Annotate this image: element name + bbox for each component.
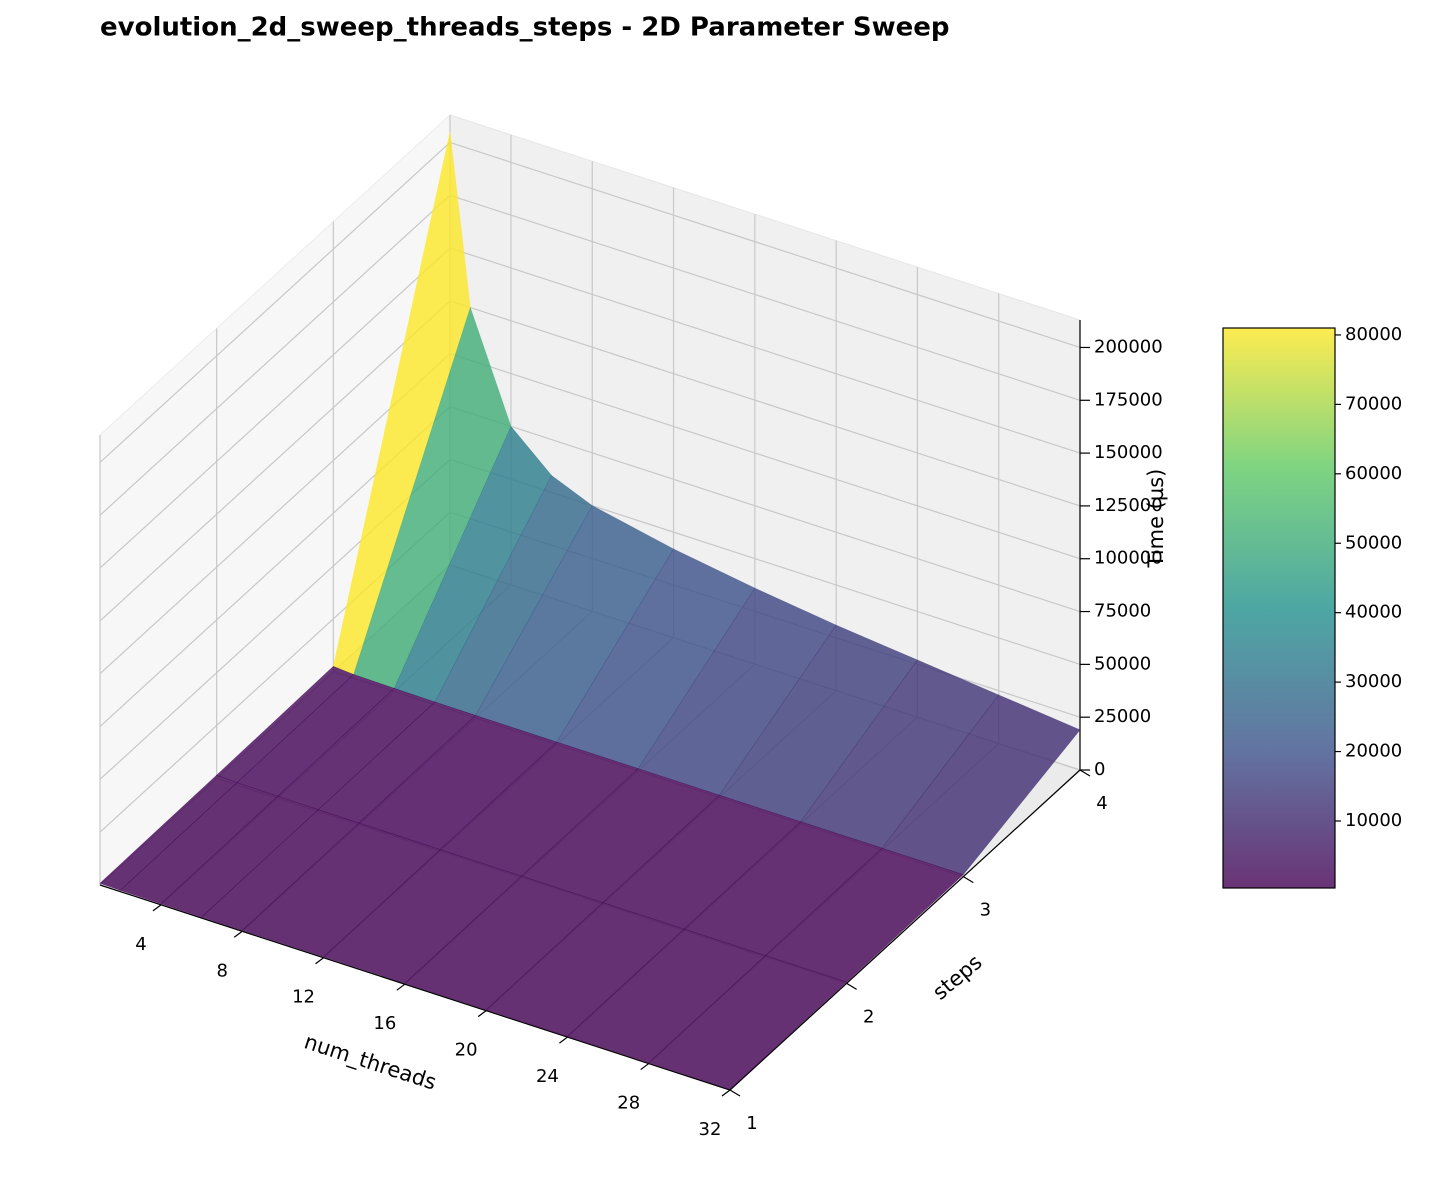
colorbar-tick-label: 30000 <box>1345 671 1402 692</box>
grid-line <box>449 353 1081 560</box>
z-tick-label: 175000 <box>1094 389 1163 410</box>
z-tick-label: 150000 <box>1094 442 1163 463</box>
tick-mark <box>396 983 406 991</box>
grid-line <box>449 300 1081 507</box>
y-axis-label: steps <box>928 950 987 1005</box>
x-tick-label: 24 <box>536 1066 559 1087</box>
x-tick-label: 4 <box>135 934 146 955</box>
z-tick-label: 125000 <box>1094 495 1163 516</box>
grid-line <box>99 300 451 622</box>
colorbar <box>1222 327 1336 889</box>
z-tick-label: 200000 <box>1094 336 1163 357</box>
z-tick-label: 50000 <box>1094 653 1151 674</box>
colorbar-tick-label: 10000 <box>1345 810 1402 831</box>
grid-line <box>99 247 451 569</box>
tick-mark <box>721 1089 731 1097</box>
grid-line <box>99 194 451 516</box>
axis-line <box>99 884 731 1091</box>
colorbar-tick-label: 80000 <box>1345 324 1402 345</box>
tick-mark <box>559 1036 568 1044</box>
tick-mark <box>315 957 324 965</box>
y-tick-label: 4 <box>1096 793 1107 814</box>
y-tick-label: 2 <box>863 1006 874 1027</box>
colorbar-tick-label: 40000 <box>1345 602 1402 623</box>
grid-line <box>449 247 1081 454</box>
tick-mark <box>477 1010 487 1018</box>
y-tick-label: 1 <box>746 1113 757 1134</box>
tick-mark <box>846 982 857 990</box>
z-tick-label: 25000 <box>1094 706 1151 727</box>
tick-mark <box>1079 769 1091 777</box>
x-tick-label: 20 <box>455 1040 478 1061</box>
x-tick-label: 16 <box>373 1013 396 1034</box>
axis-line <box>729 769 1081 1091</box>
tick-mark <box>729 1089 741 1097</box>
tick-mark <box>640 1063 650 1071</box>
colorbar-tick-label: 50000 <box>1345 532 1402 553</box>
colorbar-tick-label: 70000 <box>1345 393 1402 414</box>
x-tick-label: 32 <box>699 1119 722 1140</box>
x-axis-label: num_threads <box>301 1029 439 1095</box>
z-tick-label: 0 <box>1094 759 1105 780</box>
colorbar-tick-label: 20000 <box>1345 741 1402 762</box>
x-tick-label: 12 <box>292 987 315 1008</box>
chart-title: evolution_2d_sweep_threads_steps - 2D Pa… <box>100 13 949 43</box>
grid-line <box>449 194 1081 401</box>
y-tick-label: 3 <box>980 900 991 921</box>
tick-mark <box>152 904 162 912</box>
z-tick-label: 75000 <box>1094 601 1151 622</box>
tick-mark <box>963 876 974 884</box>
grid-line <box>449 141 1081 349</box>
tick-mark <box>233 930 243 938</box>
x-tick-label: 8 <box>217 960 228 981</box>
x-tick-label: 28 <box>617 1093 640 1114</box>
z-axis-label: Time (µs) <box>1144 469 1168 569</box>
z-tick-label: 100000 <box>1094 548 1163 569</box>
grid-line <box>449 405 1081 613</box>
colorbar-tick-label: 60000 <box>1345 463 1402 484</box>
grid-line <box>99 142 451 463</box>
surface-face <box>648 955 848 1090</box>
